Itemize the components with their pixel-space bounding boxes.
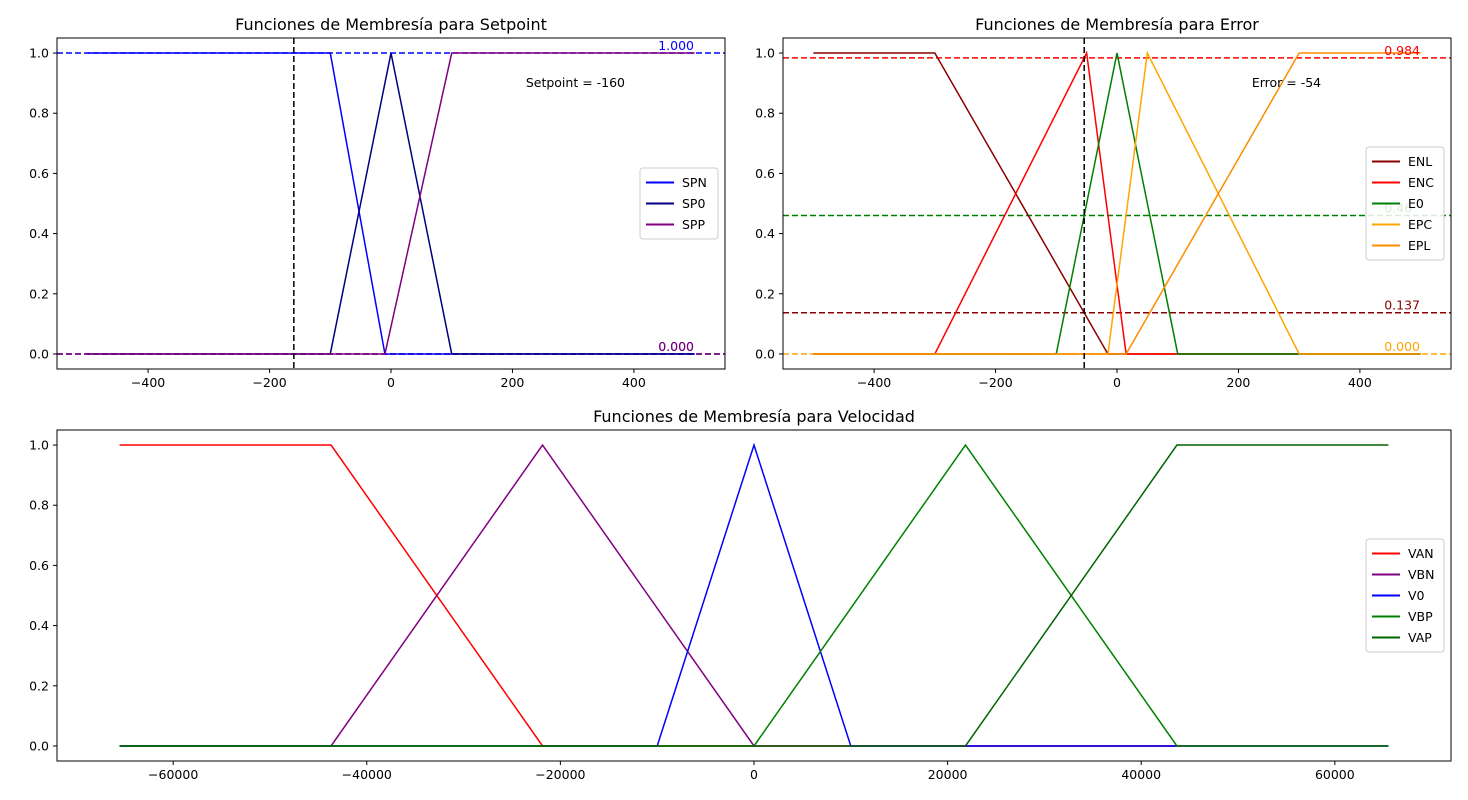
legend-label: ENC — [1408, 175, 1434, 190]
legend-label: SPN — [682, 175, 707, 190]
y-tick-label: 0.0 — [29, 346, 49, 361]
x-tick-label: −400 — [131, 375, 165, 390]
legend-label: EPL — [1408, 238, 1430, 253]
x-tick-label: 20000 — [928, 767, 968, 782]
x-tick-label: −40000 — [342, 767, 392, 782]
legend-label: VBP — [1408, 609, 1433, 624]
x-tick-label: 40000 — [1121, 767, 1161, 782]
y-tick-label: 1.0 — [29, 46, 49, 61]
y-tick-label: 0.6 — [755, 166, 775, 181]
value-label: 0.137 — [1384, 298, 1420, 313]
legend-label: SPP — [682, 217, 705, 232]
axes-frame — [56, 429, 1452, 762]
x-tick-label: −60000 — [148, 767, 198, 782]
current-value-annotation: Error = -54 — [1252, 75, 1321, 90]
y-tick-label: 0.6 — [29, 558, 49, 573]
panels: Funciones de Membresía para Setpoint −400… — [29, 15, 1452, 782]
y-tick-label: 0.0 — [29, 738, 49, 753]
series-line-epl — [813, 52, 1421, 355]
legend-label: EPC — [1408, 217, 1432, 232]
y-tick-label: 0.4 — [29, 618, 49, 633]
value-label: 0.000 — [658, 339, 694, 354]
y-tick-label: 0.8 — [29, 498, 49, 513]
legend: ENL ENC E0 EPC EPL — [1365, 146, 1445, 261]
chart-title: Funciones de Membresía para Velocidad — [593, 407, 915, 426]
legend-label: VAN — [1408, 546, 1434, 561]
y-tick-label: 0.2 — [29, 286, 49, 301]
chart-title: Funciones de Membresía para Setpoint — [235, 15, 547, 34]
x-tick-label: −400 — [857, 375, 891, 390]
plot-area — [57, 38, 725, 369]
axes-frame — [56, 37, 726, 370]
series-line-spp — [87, 52, 695, 355]
x-tick-label: 200 — [1227, 375, 1251, 390]
y-tick-label: 0.8 — [755, 106, 775, 121]
plot-area — [783, 38, 1451, 369]
x-tick-label: 0 — [387, 375, 395, 390]
chart-panel-2: Funciones de Membresía para Velocidad −60… — [29, 407, 1452, 782]
y-tick-label: 0.2 — [29, 678, 49, 693]
chart-panel-1: Funciones de Membresía para Error −400 −20… — [755, 15, 1452, 390]
axes-frame — [782, 37, 1452, 370]
y-tick-label: 0.2 — [755, 286, 775, 301]
x-tick-label: 60000 — [1315, 767, 1355, 782]
x-tick-label: 0 — [1113, 375, 1121, 390]
y-tick-label: 1.0 — [755, 46, 775, 61]
legend-label: E0 — [1408, 196, 1424, 211]
y-tick-label: 0.4 — [755, 226, 775, 241]
legend-label: SP0 — [682, 196, 705, 211]
x-tick-label: −200 — [252, 375, 286, 390]
legend: VAN VBN V0 VBP VAP — [1365, 538, 1445, 653]
x-tick-label: 400 — [1348, 375, 1372, 390]
legend: SPN SP0 SPP — [639, 167, 719, 240]
x-tick-label: 0 — [750, 767, 758, 782]
chart-title: Funciones de Membresía para Error — [975, 15, 1259, 34]
y-tick-label: 0.0 — [755, 346, 775, 361]
value-label: 0.984 — [1384, 43, 1420, 58]
legend-label: VBN — [1408, 567, 1434, 582]
legend-box — [1365, 538, 1445, 653]
legend-box — [1365, 146, 1445, 261]
x-tick-label: −200 — [978, 375, 1012, 390]
value-label: 0.000 — [658, 339, 694, 354]
y-tick-label: 0.6 — [29, 166, 49, 181]
y-tick-label: 1.0 — [29, 438, 49, 453]
plot-area — [119, 442, 1389, 747]
legend-label: VAP — [1408, 630, 1432, 645]
y-tick-label: 0.8 — [29, 106, 49, 121]
value-label: 1.000 — [658, 38, 694, 53]
legend-label: ENL — [1408, 154, 1432, 169]
legend-box — [639, 167, 719, 240]
current-value-annotation: Setpoint = -160 — [526, 75, 625, 90]
series-line-vap — [119, 444, 1389, 747]
legend-label: V0 — [1408, 588, 1425, 603]
chart-panel-0: Funciones de Membresía para Setpoint −400… — [29, 15, 726, 390]
y-tick-label: 0.4 — [29, 226, 49, 241]
x-tick-label: 400 — [622, 375, 646, 390]
x-tick-label: 200 — [501, 375, 525, 390]
x-tick-label: −20000 — [535, 767, 585, 782]
value-label: 0.000 — [1384, 339, 1420, 354]
